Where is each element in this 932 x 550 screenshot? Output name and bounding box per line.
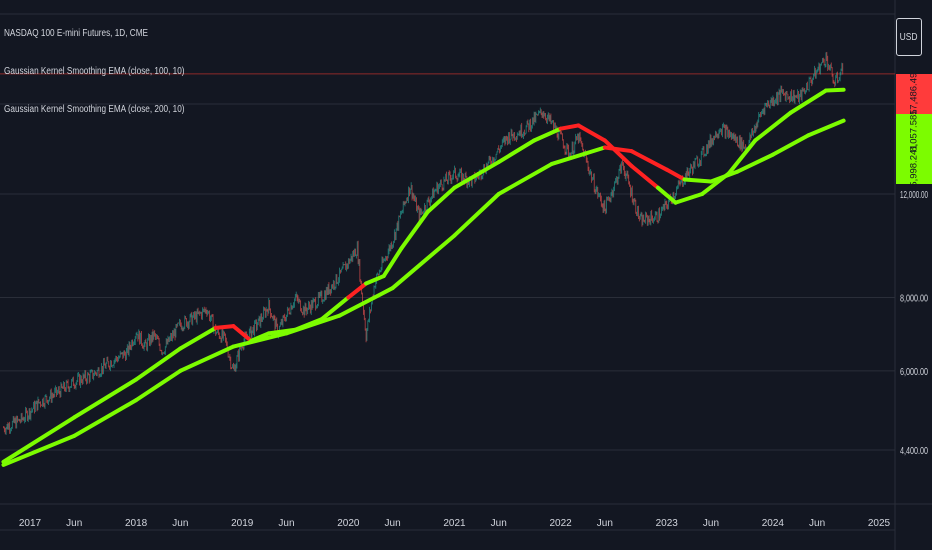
ema-series-1-segment [605,140,632,165]
ema-series-2-segment [684,180,711,182]
x-tick-label: 2025 [868,518,891,529]
ema-series-1-segment [826,90,844,91]
ema-series-1-segment [180,328,215,349]
ema-series-2-segment [773,135,808,154]
x-tick-label: 2022 [550,518,573,529]
symbol-title: NASDAQ 100 E-mini Futures, 1D, CME [4,28,148,39]
x-tick-label: Jun [172,518,188,529]
x-tick-label: 2020 [337,518,360,529]
x-tick-label: 2021 [443,518,466,529]
ema-series-1-segment [534,129,561,141]
ema-series-2-segment [605,147,632,151]
x-tick-label: Jun [597,518,613,529]
ema-series-2-segment [667,170,685,180]
ema-series-1-segment [499,140,534,162]
ema-series-2-segment [455,194,499,235]
x-tick-label: Jun [703,518,719,529]
ema-series-2-segment [74,400,136,436]
x-tick-label: 2019 [231,518,254,529]
ema-series-1-segment [366,276,384,283]
ema-series-2-segment [808,121,843,136]
x-tick-label: 2024 [762,518,785,529]
y-tick-label: 4,400.00 [900,446,928,457]
x-tick-label: Jun [278,518,294,529]
ema-series-2-segment [711,172,738,182]
x-tick-label: Jun [491,518,507,529]
x-tick-label: Jun [809,518,825,529]
y-tick-label: 8,000.00 [900,293,928,304]
x-tick-label: 2017 [19,518,42,529]
ema-series-1-segment [631,166,658,188]
ema-series-1-segment [455,162,499,188]
y-tick-label: 6,000.00 [900,367,928,378]
ema-series-1-segment [348,283,366,297]
last-price-tag: 17,486.49 [896,74,932,114]
ema-series-1-segment [578,125,605,140]
ema-series-1-segment [791,91,826,113]
ema-series-1-segment [216,326,234,328]
ema-series-2-segment [340,288,393,316]
ema-series-2-segment [499,164,552,194]
currency-label: USD [900,32,918,43]
ema-series-1-segment [384,248,402,276]
ema-series-1-segment [401,212,428,249]
x-tick-label: 2023 [656,518,679,529]
indicator-legend-1[interactable]: Gaussian Kernel Smoothing EMA (close, 10… [4,66,185,77]
x-tick-label: Jun [66,518,82,529]
currency-button[interactable]: USD [896,18,922,56]
x-tick-label: Jun [385,518,401,529]
ema-200-price-tag: 15,998.241 [896,152,932,184]
ema-series-1-segment [74,380,136,418]
ema-series-2-segment [631,151,666,170]
ema-series-1-segment [233,326,251,341]
ema-series-2-segment [180,347,233,371]
x-tick-label: 2018 [125,518,148,529]
ema-series-2-segment [552,147,605,163]
ema-series-1-segment [676,194,703,203]
ema-series-1-segment [428,188,455,212]
ema-series-1-segment [561,125,579,128]
indicator-legend-2[interactable]: Gaussian Kernel Smoothing EMA (close, 20… [4,104,185,115]
ema-series-2-segment [393,235,455,288]
ema-series-2-segment [286,316,339,334]
